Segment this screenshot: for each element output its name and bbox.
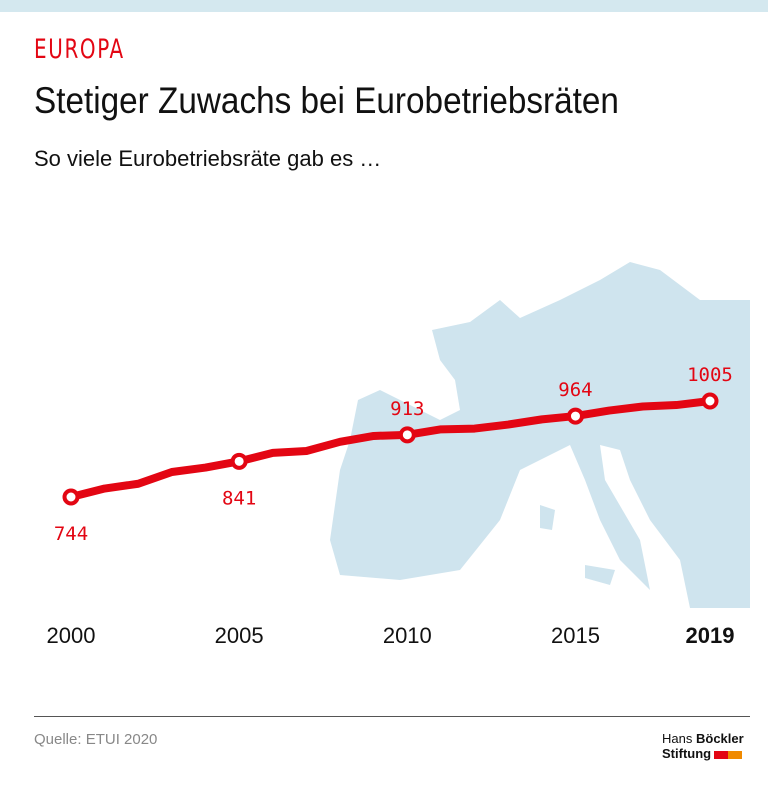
line-chart: 744 841 913 964 1005 2000 2005 2010 2015 2019 <box>47 262 750 648</box>
x-tick-label-2000: 2000 <box>47 623 96 648</box>
logo-red-square <box>714 750 729 759</box>
source-note: Quelle: ETUI 2020 <box>34 731 158 748</box>
data-point-2000 <box>62 488 80 506</box>
x-tick-label-2015: 2015 <box>551 623 600 648</box>
data-label-2015: 964 <box>558 379 592 401</box>
hans-boeckler-logo: Hans Böckler Stiftung <box>662 731 744 761</box>
series-line <box>67 397 714 501</box>
footer-divider <box>34 716 750 717</box>
data-label-2000: 744 <box>54 523 88 545</box>
logo-text-hans: Hans <box>662 731 693 746</box>
data-label-2019: 1005 <box>687 364 733 386</box>
europe-map <box>330 262 750 608</box>
data-point-2005 <box>230 452 248 470</box>
top-band <box>0 0 768 12</box>
x-tick-label-2010: 2010 <box>383 623 432 648</box>
subtitle: So viele Eurobetriebsräte gab es … <box>34 146 382 171</box>
data-point-2010 <box>398 426 416 444</box>
data-label-2010: 913 <box>390 398 424 420</box>
kicker: EUROPA <box>34 34 125 65</box>
logo-text-stiftung: Stiftung <box>662 746 712 761</box>
logo-orange-square <box>728 750 743 759</box>
logo-text-boeckler: Böckler <box>695 731 744 746</box>
data-label-2005: 841 <box>222 487 256 509</box>
page-title: Stetiger Zuwachs bei Eurobetriebsräten <box>34 80 619 121</box>
x-tick-label-2005: 2005 <box>215 623 264 648</box>
data-point-2015 <box>566 407 584 425</box>
x-tick-label-2019: 2019 <box>686 623 735 648</box>
data-point-2019 <box>701 392 719 410</box>
